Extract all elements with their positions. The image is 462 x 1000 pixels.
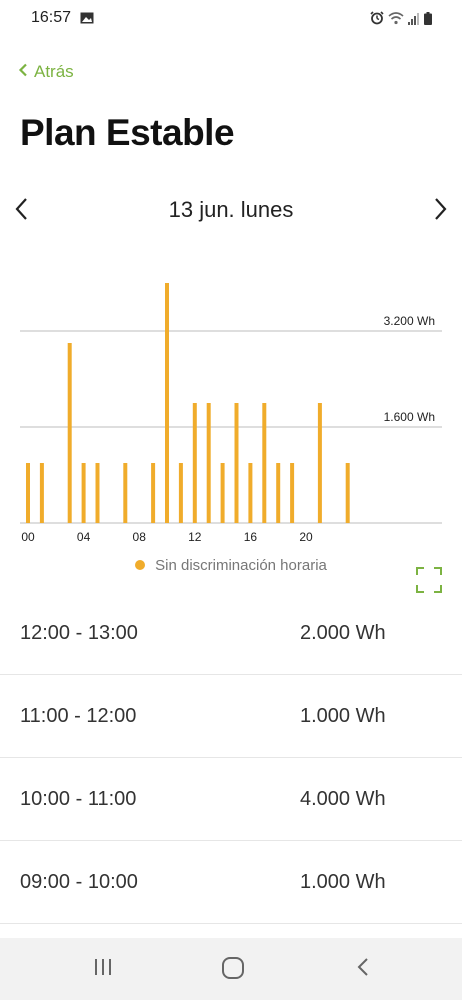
status-time: 16:57: [31, 9, 72, 26]
row-energy-value: 4.000 Wh: [300, 788, 386, 810]
wifi-icon: [388, 11, 404, 30]
bar-hour-01[interactable]: [39, 463, 44, 523]
previous-day-button[interactable]: [12, 195, 32, 228]
chevron-right-icon: [435, 198, 447, 220]
bar-hour-15[interactable]: [234, 403, 239, 523]
signal-icon: [408, 12, 420, 30]
bar-hour-18[interactable]: [276, 463, 281, 523]
back-nav-icon[interactable]: [352, 956, 374, 983]
y-tick-label: 1.600 Wh: [384, 410, 435, 424]
bar-hour-07[interactable]: [123, 463, 128, 523]
bar-hour-05[interactable]: [95, 463, 100, 523]
chevron-left-icon: [15, 198, 27, 220]
bar-hour-10[interactable]: [165, 283, 169, 523]
list-item[interactable]: 10:00 - 11:00 4.000 Wh: [0, 758, 462, 841]
recent-apps-icon[interactable]: [92, 956, 114, 983]
legend-marker: [135, 560, 146, 570]
bar-hour-21[interactable]: [317, 403, 322, 523]
x-tick-label: 08: [133, 530, 147, 544]
date-navigation: 13 jun. lunes: [0, 190, 462, 230]
bar-hour-14[interactable]: [220, 463, 225, 523]
status-bar: 16:57: [0, 0, 462, 38]
row-time-range: 10:00 - 11:00: [20, 788, 137, 810]
x-tick-label: 00: [21, 530, 35, 544]
row-energy-value: 2.000 Wh: [300, 622, 386, 644]
page-title: Plan Estable: [20, 112, 235, 153]
bar-hour-11[interactable]: [178, 463, 183, 523]
expand-icon[interactable]: [416, 567, 442, 593]
bar-hour-17[interactable]: [262, 403, 267, 523]
chevron-left-icon: [18, 62, 28, 82]
back-button[interactable]: Atrás: [18, 62, 74, 82]
x-tick-label: 04: [77, 530, 91, 544]
bar-hour-23[interactable]: [345, 463, 350, 523]
status-icons: [370, 11, 432, 30]
row-energy-value: 1.000 Wh: [300, 705, 386, 727]
x-tick-label: 20: [299, 530, 313, 544]
list-item[interactable]: 11:00 - 12:00 1.000 Wh: [0, 675, 462, 758]
list-item[interactable]: 12:00 - 13:00 2.000 Wh: [0, 592, 462, 675]
bar-hour-13[interactable]: [206, 403, 211, 523]
bar-hour-00[interactable]: [26, 463, 30, 523]
date-label: 13 jun. lunes: [168, 197, 294, 222]
back-label: Atrás: [34, 62, 74, 81]
system-navigation-bar: [0, 938, 462, 1000]
bar-hour-16[interactable]: [248, 463, 253, 523]
bar-hour-04[interactable]: [81, 463, 86, 523]
home-icon[interactable]: [221, 956, 245, 985]
row-time-range: 12:00 - 13:00: [20, 622, 138, 644]
list-item[interactable]: 09:00 - 10:00 1.000 Wh: [0, 841, 462, 924]
y-tick-label: 3.200 Wh: [384, 314, 435, 328]
row-time-range: 09:00 - 10:00: [20, 871, 138, 893]
row-time-range: 11:00 - 12:00: [20, 705, 137, 727]
bar-hour-19[interactable]: [290, 463, 295, 523]
battery-icon: [424, 11, 432, 30]
legend-label: Sin discriminación horaria: [155, 557, 327, 574]
bar-hour-09[interactable]: [151, 463, 156, 523]
image-icon: [80, 11, 94, 29]
alarm-icon: [370, 11, 384, 30]
x-tick-label: 12: [188, 530, 202, 544]
hourly-list: 12:00 - 13:00 2.000 Wh 11:00 - 12:00 1.000 …: [0, 592, 462, 924]
row-energy-value: 1.000 Wh: [300, 871, 386, 893]
bar-hour-12[interactable]: [192, 403, 197, 523]
consumption-bar-chart: 1.600 Wh 3.200 Wh 00 04 08 12 16 20: [20, 283, 442, 544]
bar-hour-03[interactable]: [67, 343, 72, 523]
x-tick-label: 16: [244, 530, 258, 544]
next-day-button[interactable]: [430, 195, 450, 228]
chart-legend: Sin discriminación horaria: [0, 557, 462, 574]
